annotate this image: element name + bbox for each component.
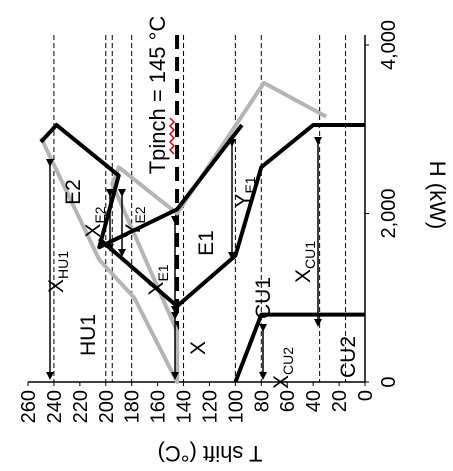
x-tick-label: 40 <box>303 390 325 412</box>
region-label-e2: E2 <box>62 179 85 205</box>
series-line-3 <box>233 312 365 383</box>
series-line-0 <box>39 80 328 384</box>
x-tick-label: 160 <box>148 390 170 423</box>
arrow-label-e2x: XE2 <box>82 206 108 237</box>
pinch-marker-zigzag <box>168 117 176 155</box>
arrow-label-e2y-main: Y <box>122 224 145 238</box>
pinch-label: Tpinch = 145 °C <box>145 16 170 175</box>
arrow-label-e2x-sub: E2 <box>92 206 108 223</box>
region-label-hu1: HU1 <box>77 314 100 356</box>
x-tick-label: 60 <box>277 390 299 412</box>
arrow-label-e1y-sub: E1 <box>242 176 258 193</box>
x-tick-label: 0 <box>355 390 377 401</box>
x-tick-label: 100 <box>225 390 247 423</box>
arrow-label-e1x-sub: E1 <box>155 264 171 281</box>
arrow-label-cu2-main: X <box>270 375 293 389</box>
y-tick-label: 0 <box>378 376 400 387</box>
series-line-2 <box>97 123 365 309</box>
arrow-label-hu1-sub: HU1 <box>55 251 71 279</box>
arrow-label-cu1-main: X <box>292 269 315 283</box>
arrow-label-e1y-main: Y <box>232 194 255 208</box>
region-label-e1: E1 <box>195 230 218 256</box>
y-axis-label: H (kW) <box>425 161 450 229</box>
arrow-label-e1x: XE1 <box>145 264 171 295</box>
arrow-label-cu2: XCU2 <box>270 347 296 389</box>
arrow-label-hu1: XHU1 <box>45 251 71 293</box>
arrow-label-cu1-sub: CU1 <box>302 241 318 269</box>
arrow-label-x: X <box>187 341 210 355</box>
y-tick-label: 2,000 <box>378 188 400 238</box>
plot-area: 260 240 220 200 180 160 140 120 100 80 60 40 20 002,0… <box>18 20 400 423</box>
x-tick-label: 220 <box>70 390 92 423</box>
arrow-label-cu1: XCU1 <box>292 241 318 283</box>
arrow-label-hu1-main: X <box>45 279 68 293</box>
x-tick-label: 20 <box>329 390 351 412</box>
arrow-label-e1y: YE1 <box>232 176 258 207</box>
region-label-cu1: CU1 <box>252 277 275 319</box>
x-tick-label: 140 <box>174 390 196 423</box>
x-tick-label: 260 <box>18 390 40 423</box>
arrow-label-e2y-sub: E2 <box>132 206 148 223</box>
arrow-label-e1x-main: X <box>145 282 168 296</box>
x-axis-label: T shift (°C) <box>158 441 263 466</box>
region-label-cu2: CU2 <box>337 336 360 378</box>
x-tick-label: 120 <box>199 390 221 423</box>
x-tick-label: 80 <box>251 390 273 412</box>
x-tick-label: 240 <box>44 390 66 423</box>
x-tick-label: 180 <box>122 390 144 423</box>
x-tick-label: 200 <box>96 390 118 423</box>
arrow-label-e2x-main: X <box>82 224 105 238</box>
arrow-label-x-main: X <box>187 341 210 355</box>
arrow-label-cu2-sub: CU2 <box>280 347 296 375</box>
arrow-label-e2y: YE2 <box>122 206 148 237</box>
y-tick-label: 4,000 <box>378 20 400 70</box>
